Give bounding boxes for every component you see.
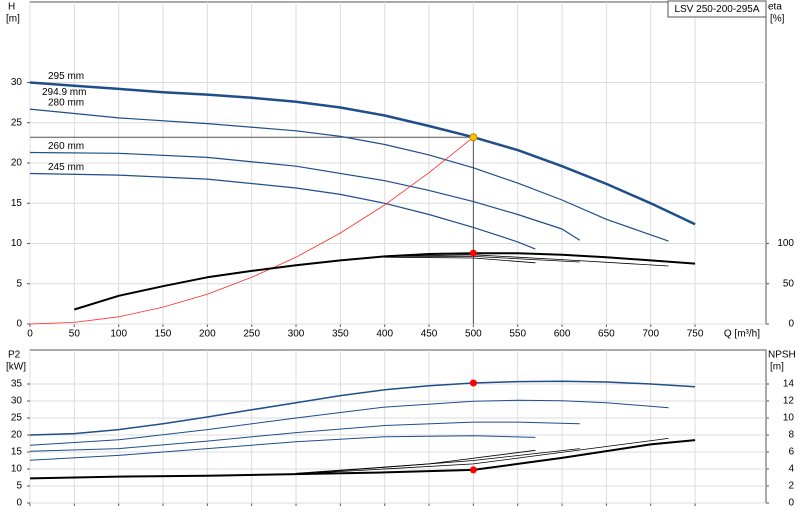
y-tick-label: 10	[11, 238, 23, 249]
y-tick-label: 20	[11, 158, 23, 169]
y2-tick-label: 6	[788, 447, 794, 458]
y-tick-label: 5	[16, 278, 22, 289]
x-tick-label: 500	[465, 329, 482, 340]
curve	[29, 399, 669, 446]
curve-label: 280 mm	[48, 98, 84, 109]
curve	[29, 151, 581, 241]
y-tick-label: 10	[11, 464, 23, 475]
y-tick-label: 5	[16, 481, 22, 492]
curve	[29, 421, 580, 452]
y-tick-label: 15	[11, 447, 23, 458]
y2-tick-label: 100	[777, 238, 794, 249]
y-axis-unit: [kW]	[6, 362, 26, 373]
y2-axis-label: NPSH	[768, 350, 796, 361]
curve	[384, 256, 536, 264]
curve	[29, 172, 536, 250]
curve	[29, 81, 696, 226]
curve-label: 245 mm	[48, 162, 84, 173]
y2-axis-label: eta	[768, 2, 782, 13]
y2-axis-unit: [%]	[770, 14, 785, 25]
curve	[295, 449, 536, 474]
curve	[384, 254, 669, 267]
operating-point	[469, 249, 477, 257]
curve	[29, 380, 696, 436]
x-tick-label: 400	[376, 329, 393, 340]
y2-tick-label: 50	[783, 278, 795, 289]
y2-tick-label: 0	[788, 319, 794, 330]
y2-tick-label: 8	[788, 430, 794, 441]
x-tick-label: 0	[27, 329, 33, 340]
y-axis-label: P2	[8, 350, 21, 361]
curve	[295, 448, 580, 475]
y2-tick-label: 2	[788, 481, 794, 492]
x-tick-label: 150	[155, 329, 172, 340]
x-tick-label: 100	[110, 329, 127, 340]
operating-point	[469, 133, 478, 142]
x-tick-label: 450	[421, 329, 438, 340]
x-tick-label: 250	[243, 329, 260, 340]
curve	[29, 136, 474, 325]
curve-label: 295 mm	[48, 71, 84, 82]
curve	[29, 435, 536, 461]
x-tick-label: 300	[288, 329, 305, 340]
y-axis-label: H	[8, 2, 15, 13]
curve-label: 260 mm	[48, 141, 84, 152]
y2-tick-label: 10	[783, 413, 795, 424]
x-tick-label: 650	[598, 329, 615, 340]
y-tick-label: 0	[16, 319, 22, 330]
y-axis-unit: [m]	[6, 14, 20, 25]
y-tick-label: 30	[11, 396, 23, 407]
y-tick-label: 25	[11, 117, 23, 128]
x-axis-label: Q [m³/h]	[724, 329, 760, 340]
x-tick-label: 750	[687, 329, 704, 340]
y2-axis-unit: [m]	[770, 362, 784, 373]
y-tick-label: 35	[11, 379, 23, 390]
x-tick-label: 550	[509, 329, 526, 340]
x-tick-label: 600	[554, 329, 571, 340]
x-tick-label: 350	[332, 329, 349, 340]
chart-title: LSV 250-200-295A	[674, 4, 759, 15]
operating-point	[469, 379, 477, 387]
y2-tick-label: 4	[788, 464, 794, 475]
y2-tick-label: 12	[783, 396, 795, 407]
y-tick-label: 25	[11, 413, 23, 424]
title-box	[667, 0, 767, 18]
curve	[29, 108, 669, 242]
y2-tick-label: 14	[783, 379, 795, 390]
y-tick-label: 0	[16, 498, 22, 509]
x-tick-label: 200	[199, 329, 216, 340]
y-tick-label: 15	[11, 198, 23, 209]
y2-tick-label: 0	[788, 498, 794, 509]
y-tick-label: 30	[11, 77, 23, 88]
annotation: 294.9 mm	[42, 87, 86, 98]
curve	[295, 438, 669, 475]
x-tick-label: 700	[642, 329, 659, 340]
y-tick-label: 20	[11, 430, 23, 441]
operating-point	[469, 466, 477, 474]
x-tick-label: 50	[69, 329, 81, 340]
